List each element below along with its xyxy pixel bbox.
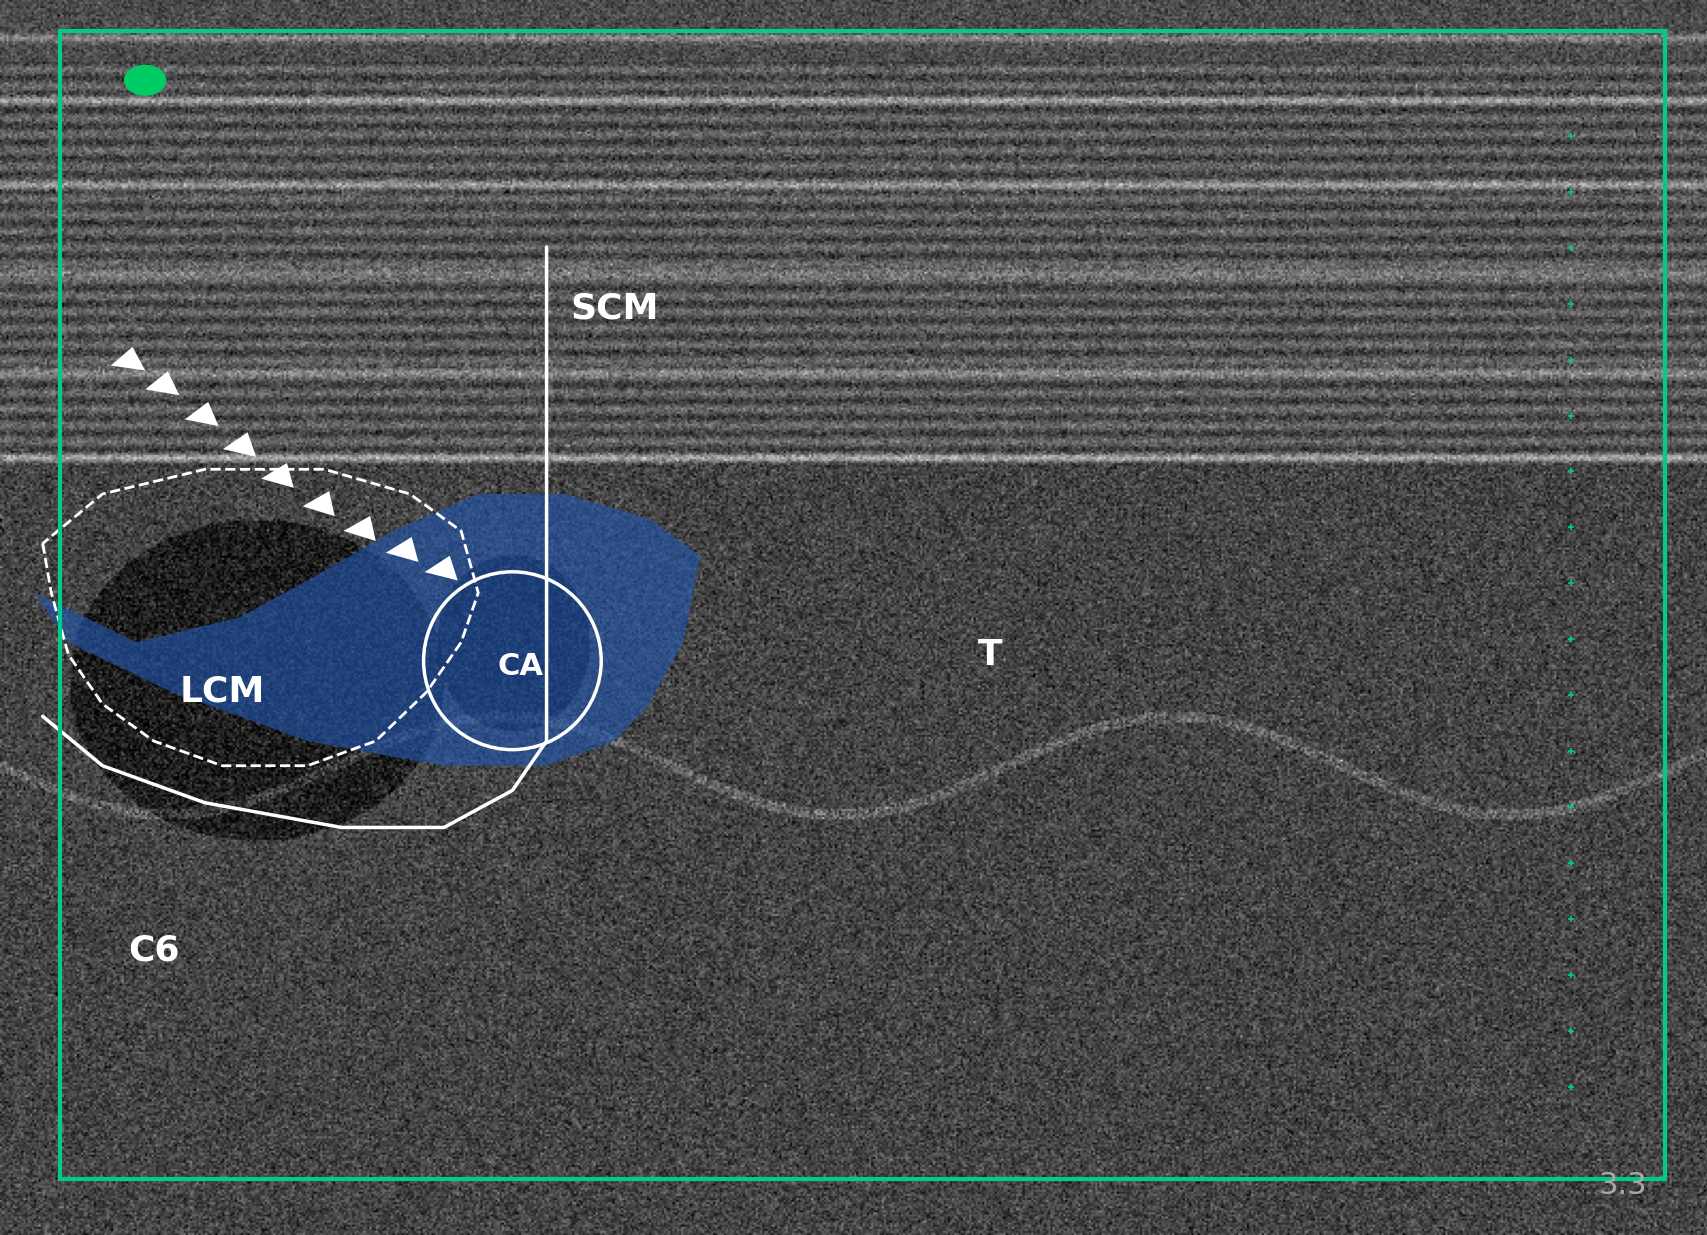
Text: T: T	[978, 637, 1002, 672]
Text: CA: CA	[498, 652, 543, 682]
Text: LCM: LCM	[179, 674, 265, 709]
Polygon shape	[343, 516, 376, 541]
Text: SCM: SCM	[570, 291, 659, 326]
Polygon shape	[34, 469, 700, 766]
Text: 3.3: 3.3	[1598, 1171, 1646, 1200]
Polygon shape	[302, 492, 335, 516]
Polygon shape	[222, 432, 256, 457]
Polygon shape	[184, 401, 218, 426]
Text: C6: C6	[128, 934, 179, 968]
Polygon shape	[145, 372, 179, 395]
Polygon shape	[111, 347, 145, 370]
Polygon shape	[425, 556, 457, 580]
Polygon shape	[261, 463, 294, 488]
Circle shape	[125, 65, 166, 95]
Polygon shape	[386, 537, 418, 562]
